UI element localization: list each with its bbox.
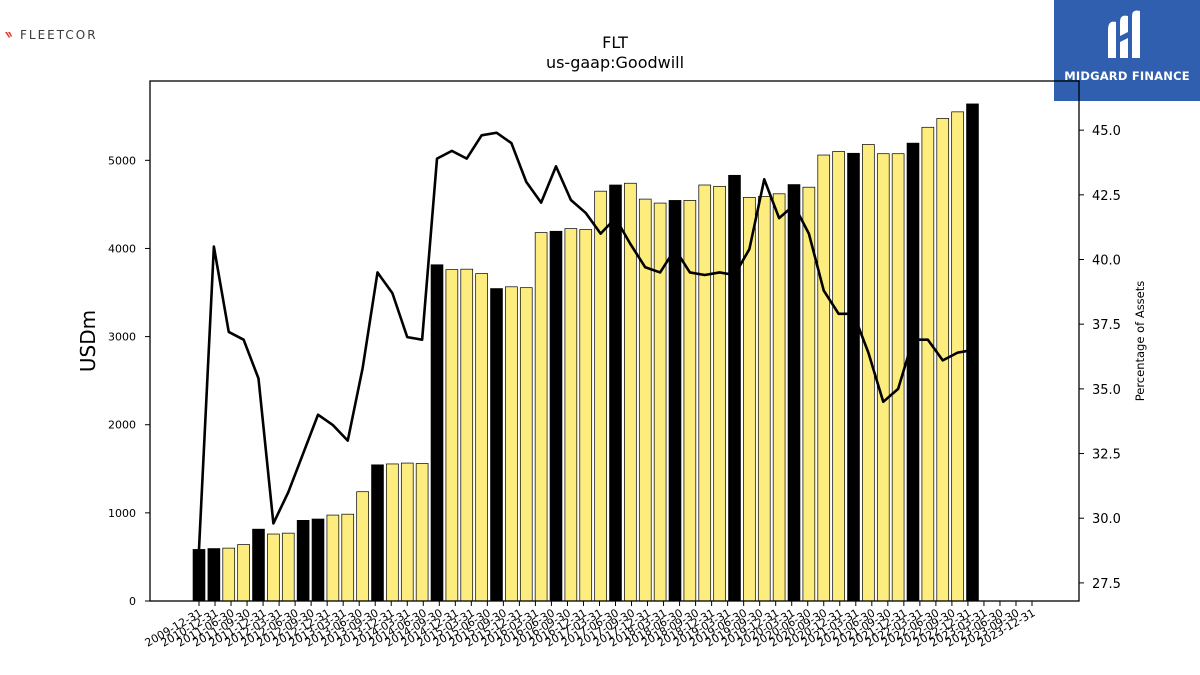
bar	[966, 103, 979, 602]
bar	[326, 514, 340, 602]
fleetcor-chevron-icon	[5, 32, 12, 38]
bar	[415, 463, 429, 602]
y-tick-label: 2000	[108, 419, 136, 432]
bar	[683, 200, 697, 602]
y2-tick-label: 35.0	[1092, 383, 1121, 398]
midgard-finance-logo: MIDGARD FINANCE	[1054, 0, 1200, 101]
bar	[862, 144, 875, 602]
midgard-emblem-icon	[1108, 10, 1140, 59]
y-tick-label: 3000	[108, 331, 136, 344]
y-tick-label: 5000	[108, 154, 136, 167]
bar	[728, 174, 741, 602]
y2-tick-label: 42.5	[1092, 189, 1121, 204]
bar	[534, 232, 548, 602]
bar	[876, 153, 890, 602]
bar	[668, 200, 682, 602]
bar	[430, 264, 444, 602]
bar	[951, 111, 964, 602]
bar	[579, 229, 593, 602]
bar	[817, 154, 831, 602]
chart-title: FLT	[602, 33, 628, 52]
y-axis-label: USDm	[76, 310, 100, 372]
y-axis-left: 0 1000 2000 3000 4000 5000	[108, 154, 150, 608]
bar	[594, 190, 607, 602]
bar	[653, 202, 667, 602]
y-tick-label: 1000	[108, 507, 136, 520]
bar	[906, 142, 920, 602]
bar	[400, 462, 414, 602]
bar	[267, 533, 280, 602]
bar	[237, 544, 250, 602]
bar	[549, 230, 563, 602]
bar	[757, 196, 771, 602]
bar	[341, 513, 355, 602]
midgard-brand-name: MIDGARD FINANCE	[1064, 69, 1190, 83]
bar	[505, 286, 518, 602]
bar	[192, 549, 206, 602]
y2-axis-label: Percentage of Assets	[1133, 281, 1147, 402]
chart-subtitle: us-gaap:Goodwill	[546, 53, 684, 72]
bar	[490, 288, 503, 602]
bar	[371, 464, 384, 602]
bar	[252, 528, 265, 602]
y2-tick-label: 32.5	[1092, 448, 1121, 463]
bar	[356, 491, 369, 602]
y2-tick-label: 40.0	[1092, 254, 1121, 269]
bar	[787, 184, 801, 602]
y2-tick-label: 30.0	[1092, 512, 1121, 527]
bar	[847, 152, 860, 602]
bar	[564, 228, 578, 602]
y-tick-label: 0	[129, 595, 136, 608]
fleetcor-wordmark: FLEETCOR	[20, 28, 98, 42]
plot-frame	[149, 80, 1080, 602]
y2-tick-label: 45.0	[1092, 124, 1121, 139]
line-series	[197, 131, 973, 550]
bar	[222, 547, 236, 602]
bar	[475, 273, 488, 602]
bar	[832, 151, 845, 602]
fleetcor-logo: FLEETCOR	[4, 26, 98, 44]
x-axis: 2009-12-312010-12-312011-06-302011-09-30…	[143, 601, 1038, 650]
bar	[281, 532, 295, 602]
bar	[713, 185, 726, 602]
bar	[772, 193, 786, 602]
bar	[460, 268, 474, 602]
bar	[311, 518, 325, 602]
y2-tick-label: 27.5	[1092, 577, 1121, 592]
bar	[698, 184, 712, 602]
bar	[445, 269, 459, 602]
bar	[519, 287, 533, 602]
y-tick-label: 4000	[108, 242, 136, 255]
bar	[609, 184, 622, 602]
bar	[386, 463, 399, 602]
bar-series	[192, 103, 979, 602]
bar	[921, 126, 935, 602]
y-axis-right: 27.5 30.0 32.5 35.0 37.5 40.0 42.5 45.0	[1079, 124, 1121, 592]
percentage-line	[197, 131, 973, 550]
bar	[207, 548, 221, 602]
bar	[296, 520, 310, 602]
y2-tick-label: 37.5	[1092, 318, 1121, 333]
